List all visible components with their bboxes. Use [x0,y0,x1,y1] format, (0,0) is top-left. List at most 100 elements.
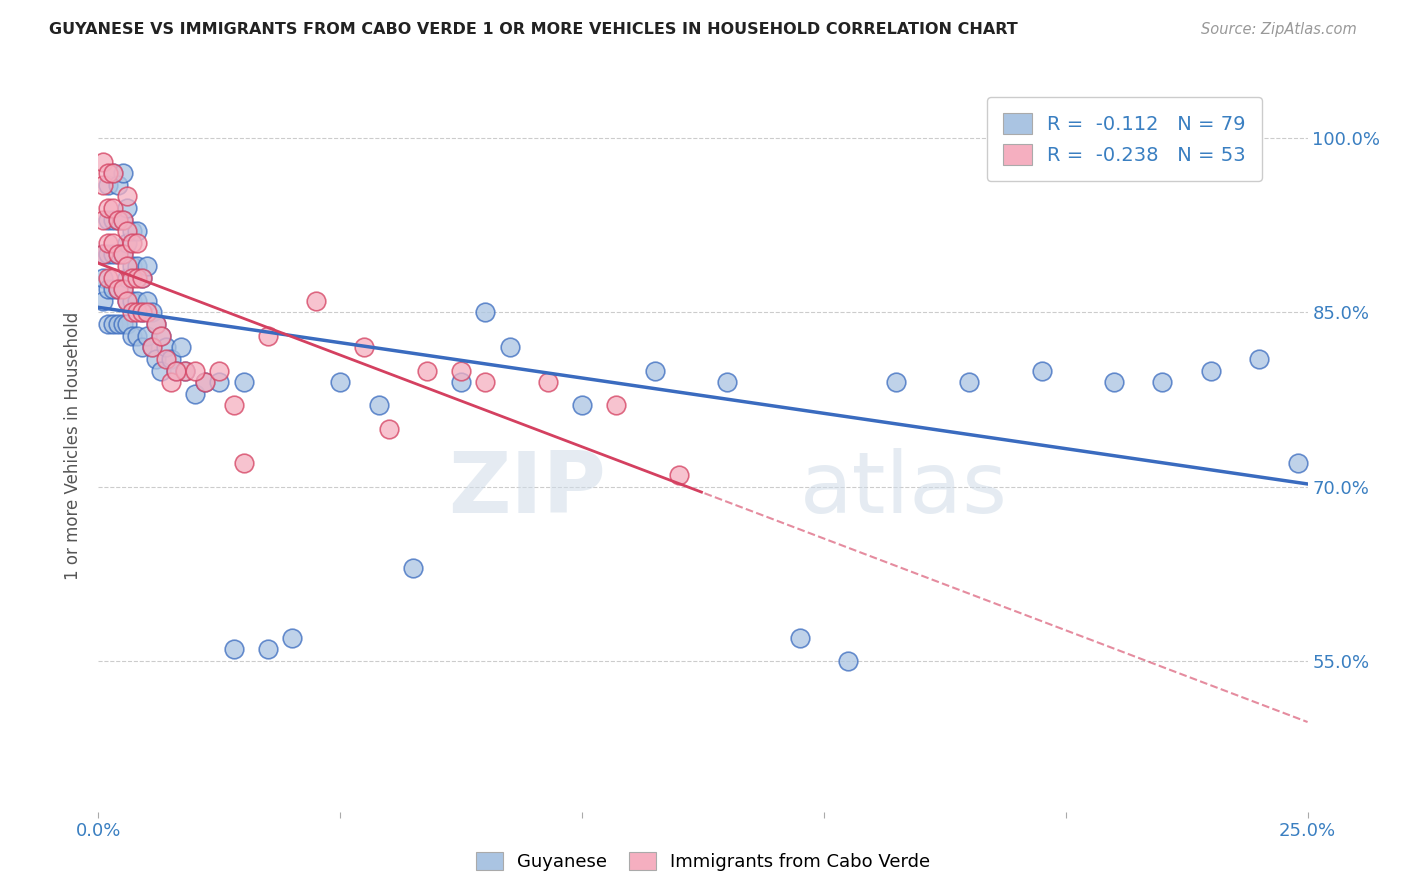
Point [194,375,217,389]
Point [117,235,139,250]
Point [135,305,157,319]
Point [169,340,191,354]
Point [1102,375,1125,389]
Point [127,270,149,285]
Point [305,293,328,308]
Point [281,631,304,645]
Point [91,293,114,308]
Point [117,259,139,273]
Point [377,421,399,435]
Point [97,235,120,250]
Point [97,212,120,227]
Point [91,178,114,192]
Point [117,317,139,331]
Point [121,235,143,250]
Point [127,235,149,250]
Point [155,340,177,354]
Point [121,328,143,343]
Point [131,340,153,354]
Point [117,270,139,285]
Point [174,363,197,377]
Point [571,398,593,412]
Point [111,282,134,296]
Point [1199,363,1222,377]
Point [368,398,391,412]
Legend: R =  -0.112   N = 79, R =  -0.238   N = 53: R = -0.112 N = 79, R = -0.238 N = 53 [987,97,1261,180]
Point [208,375,231,389]
Point [1152,375,1174,389]
Point [184,363,207,377]
Point [145,351,167,366]
Point [101,317,124,331]
Point [1249,351,1271,366]
Point [91,154,114,169]
Point [121,305,143,319]
Point [150,328,173,343]
Point [107,282,129,296]
Point [117,293,139,308]
Point [135,293,157,308]
Point [101,166,124,180]
Point [474,375,496,389]
Point [107,247,129,261]
Point [111,282,134,296]
Point [1286,457,1309,471]
Point [121,224,143,238]
Point [91,247,114,261]
Point [1031,363,1053,377]
Point [135,259,157,273]
Point [127,259,149,273]
Point [716,375,738,389]
Point [101,201,124,215]
Point [145,317,167,331]
Point [117,224,139,238]
Point [107,178,129,192]
Point [644,363,666,377]
Point [121,293,143,308]
Point [91,212,114,227]
Text: Source: ZipAtlas.com: Source: ZipAtlas.com [1201,22,1357,37]
Point [498,340,520,354]
Point [131,270,153,285]
Point [160,351,183,366]
Point [668,468,690,483]
Point [127,224,149,238]
Point [111,317,134,331]
Text: GUYANESE VS IMMIGRANTS FROM CABO VERDE 1 OR MORE VEHICLES IN HOUSEHOLD CORRELATI: GUYANESE VS IMMIGRANTS FROM CABO VERDE 1… [49,22,1018,37]
Point [97,201,120,215]
Text: atlas: atlas [800,449,1008,532]
Point [957,375,980,389]
Point [837,654,859,668]
Point [145,317,167,331]
Point [131,270,153,285]
Point [101,247,124,261]
Point [111,247,134,261]
Point [416,363,439,377]
Point [111,212,134,227]
Point [101,235,124,250]
Point [353,340,375,354]
Point [97,282,120,296]
Point [101,270,124,285]
Point [222,642,245,657]
Point [111,212,134,227]
Point [111,166,134,180]
Point [160,375,183,389]
Point [165,363,187,377]
Text: ZIP: ZIP [449,449,606,532]
Point [450,375,472,389]
Point [107,247,129,261]
Point [402,561,425,575]
Y-axis label: 1 or more Vehicles in Household: 1 or more Vehicles in Household [65,312,83,580]
Point [135,328,157,343]
Point [107,212,129,227]
Point [150,363,173,377]
Point [141,305,163,319]
Point [117,201,139,215]
Point [222,398,245,412]
Point [107,282,129,296]
Point [208,363,231,377]
Point [605,398,627,412]
Point [111,247,134,261]
Point [101,166,124,180]
